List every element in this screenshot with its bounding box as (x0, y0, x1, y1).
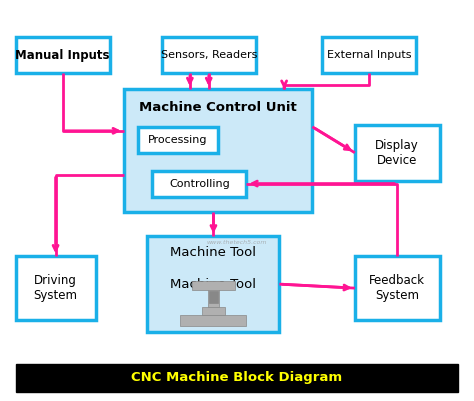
Bar (192, 281, 235, 290)
Text: CNC Machine Block Diagram: CNC Machine Block Diagram (131, 371, 343, 384)
FancyBboxPatch shape (162, 37, 256, 73)
Text: www.thetech5.com: www.thetech5.com (207, 240, 267, 245)
FancyBboxPatch shape (355, 256, 439, 320)
Bar (16, 364, 458, 392)
Text: External Inputs: External Inputs (327, 50, 411, 60)
FancyBboxPatch shape (152, 171, 246, 196)
Text: Controlling: Controlling (169, 178, 230, 188)
Bar (209, 291, 218, 303)
Text: Driving
System: Driving System (34, 274, 78, 302)
Bar (208, 281, 219, 307)
Text: Machine Tool: Machine Tool (171, 246, 256, 259)
Text: Feedback
System: Feedback System (369, 274, 425, 302)
FancyBboxPatch shape (16, 37, 110, 73)
FancyBboxPatch shape (322, 37, 416, 73)
Text: Sensors, Readers: Sensors, Readers (161, 50, 257, 60)
Bar (181, 315, 246, 326)
Text: Processing: Processing (148, 135, 208, 145)
Text: Manual Inputs: Manual Inputs (15, 49, 110, 62)
FancyBboxPatch shape (147, 236, 279, 332)
FancyBboxPatch shape (355, 125, 439, 180)
Bar (201, 307, 225, 315)
Text: Display
Device: Display Device (375, 139, 419, 167)
FancyBboxPatch shape (124, 89, 312, 213)
Text: Machine Tool: Machine Tool (171, 277, 256, 291)
Text: Machine Control Unit: Machine Control Unit (139, 101, 297, 114)
FancyBboxPatch shape (138, 127, 218, 153)
FancyBboxPatch shape (16, 256, 96, 320)
